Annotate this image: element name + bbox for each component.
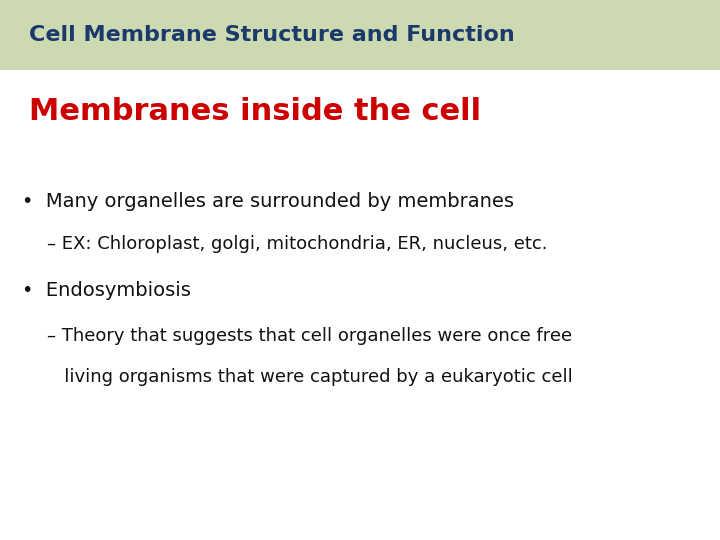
Text: – Theory that suggests that cell organelles were once free: – Theory that suggests that cell organel… (47, 327, 572, 345)
FancyBboxPatch shape (0, 0, 720, 70)
Text: – EX: Chloroplast, golgi, mitochondria, ER, nucleus, etc.: – EX: Chloroplast, golgi, mitochondria, … (47, 235, 547, 253)
Text: living organisms that were captured by a eukaryotic cell: living organisms that were captured by a… (47, 368, 572, 386)
Text: Membranes inside the cell: Membranes inside the cell (29, 97, 481, 126)
Text: Cell Membrane Structure and Function: Cell Membrane Structure and Function (29, 25, 515, 45)
Text: •  Endosymbiosis: • Endosymbiosis (22, 281, 191, 300)
Text: •  Many organelles are surrounded by membranes: • Many organelles are surrounded by memb… (22, 192, 513, 211)
